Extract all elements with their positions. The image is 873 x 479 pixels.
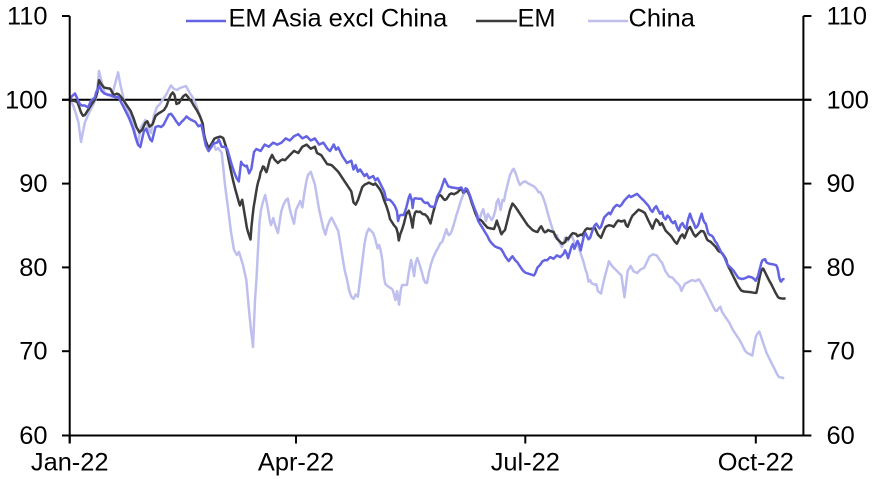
svg-text:Oct-22: Oct-22 — [718, 449, 794, 477]
svg-text:60: 60 — [19, 422, 47, 450]
svg-text:Jul-22: Jul-22 — [491, 449, 560, 477]
svg-text:90: 90 — [19, 170, 47, 198]
svg-text:110: 110 — [7, 3, 47, 31]
svg-text:70: 70 — [19, 338, 47, 366]
svg-text:China: China — [629, 5, 696, 33]
svg-text:90: 90 — [827, 170, 855, 198]
svg-text:60: 60 — [827, 422, 855, 450]
svg-text:100: 100 — [5, 86, 47, 114]
svg-text:EM: EM — [518, 5, 556, 33]
svg-text:110: 110 — [827, 3, 867, 31]
svg-text:80: 80 — [827, 254, 855, 282]
svg-text:Apr-22: Apr-22 — [258, 449, 334, 477]
svg-text:Jan-22: Jan-22 — [31, 449, 109, 477]
svg-text:100: 100 — [827, 86, 869, 114]
svg-text:EM Asia excl China: EM Asia excl China — [229, 5, 449, 33]
svg-text:70: 70 — [827, 338, 855, 366]
svg-text:80: 80 — [19, 254, 47, 282]
